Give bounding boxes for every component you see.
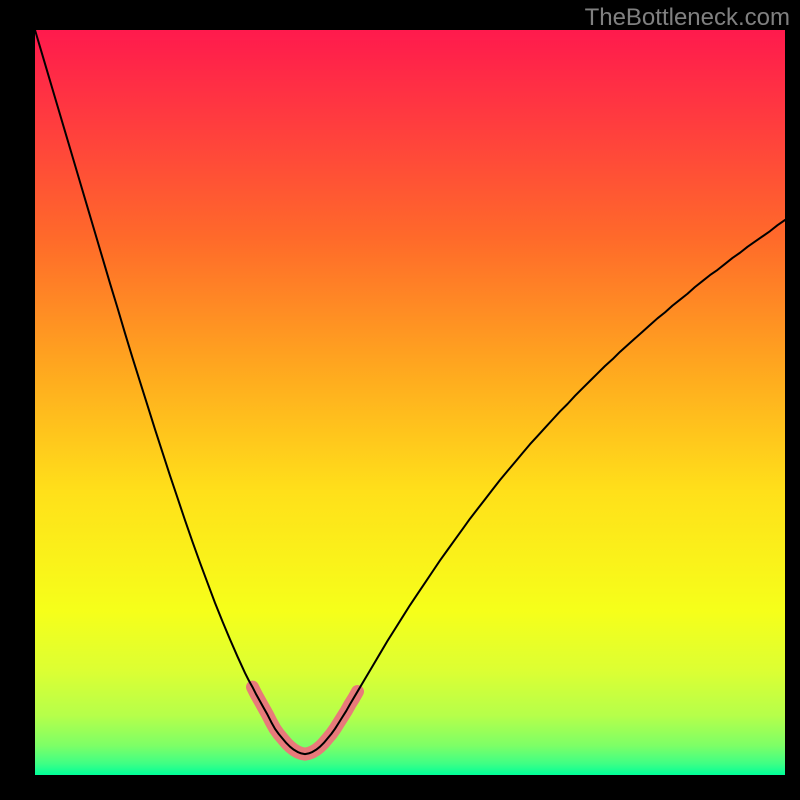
bottleneck-chart xyxy=(0,0,800,800)
chart-container: TheBottleneck.com xyxy=(0,0,800,800)
watermark-text: TheBottleneck.com xyxy=(585,4,790,32)
